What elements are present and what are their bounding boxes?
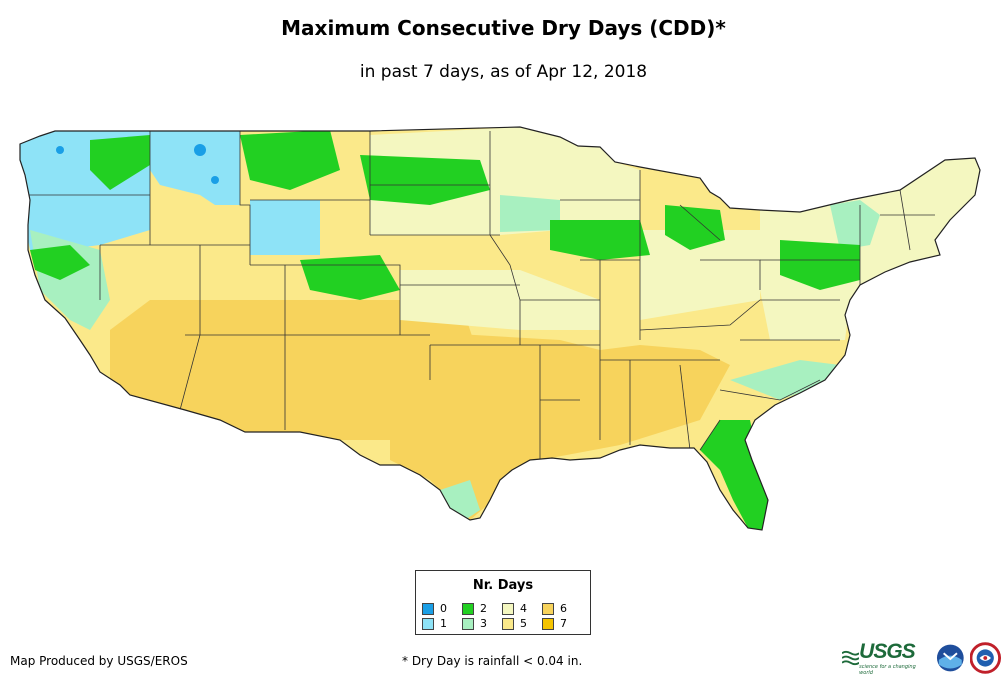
legend-swatch: [542, 617, 554, 630]
usgs-tagline: science for a changing world: [859, 664, 916, 676]
legend-label: 3: [480, 617, 487, 630]
region-northern-plains-4-days: [370, 127, 640, 235]
legend-item-5-days: 5: [502, 617, 527, 630]
noaa-logo-icon: [936, 644, 964, 672]
map-subtitle: in past 7 days, as of Apr 12, 2018: [359, 62, 648, 82]
legend-swatch: [502, 602, 514, 615]
legend-item-6-days: 6: [542, 602, 567, 615]
region-northern-idaho-1-day: [150, 130, 240, 205]
legend-title: Nr. Days: [472, 578, 534, 593]
usgs-logo: USGS science for a changing world: [842, 640, 928, 676]
region-montana-2-days: [240, 130, 340, 190]
legend-swatch: [542, 602, 554, 615]
region-michigan-2-days: [665, 205, 725, 250]
legend-item-3-days: 3: [462, 617, 487, 630]
region-minnesota-3-days: [500, 195, 560, 232]
nws-logo-icon: [970, 642, 1001, 674]
legend-item-0-days: 0: [422, 602, 447, 615]
legend-item-4-days: 4: [502, 602, 527, 615]
region-south-central-6-days: [390, 330, 730, 520]
legend-label: 0: [440, 602, 447, 615]
region-olympic-0-days: [56, 146, 64, 154]
map-credit: Map Produced by USGS/EROS: [10, 654, 188, 668]
legend-swatch: [422, 602, 434, 615]
legend-label: 4: [520, 602, 527, 615]
region-wyoming-1-day: [250, 200, 320, 255]
map-title: Maximum Consecutive Dry Days (CDD)*: [281, 16, 726, 40]
legend-label: 6: [560, 602, 567, 615]
usgs-wordmark: USGS: [859, 640, 916, 663]
region-dakotas-2-days: [360, 155, 490, 205]
region-carolinas-3-days: [730, 360, 840, 400]
region-ohio-valley-4-days: [640, 230, 760, 320]
agency-logos: USGS science for a changing world: [842, 640, 1007, 676]
legend-item-7-days: 7: [542, 617, 567, 630]
legend: Nr. Days 0 1 2 3 4 5 6 7: [415, 570, 591, 635]
region-colorado-2-days: [300, 255, 400, 300]
footnote: * Dry Day is rainfall < 0.04 in.: [402, 654, 583, 668]
state-boundaries: [20, 130, 935, 460]
legend-swatch: [502, 617, 514, 630]
legend-label: 2: [480, 602, 487, 615]
region-iowa-wisconsin-2-days: [550, 220, 650, 260]
region-upstate-ny-3-days: [830, 200, 880, 250]
legend-item-2-days: 2: [462, 602, 487, 615]
legend-label: 1: [440, 617, 447, 630]
us-cdd-map: [19, 126, 981, 531]
region-pennsylvania-2-days: [780, 240, 860, 290]
region-washington-2-days: [90, 135, 150, 190]
legend-item-1-days: 1: [422, 617, 447, 630]
legend-swatch: [462, 602, 474, 615]
region-idaho-0-days: [194, 144, 206, 156]
region-northeast-4-days: [760, 158, 980, 340]
legend-label: 7: [560, 617, 567, 630]
region-california-coast-2-days: [30, 245, 90, 280]
usgs-wave-icon: [842, 650, 860, 666]
legend-swatch: [462, 617, 474, 630]
legend-swatch: [422, 617, 434, 630]
legend-label: 5: [520, 617, 527, 630]
region-montana-0-days: [211, 176, 219, 184]
